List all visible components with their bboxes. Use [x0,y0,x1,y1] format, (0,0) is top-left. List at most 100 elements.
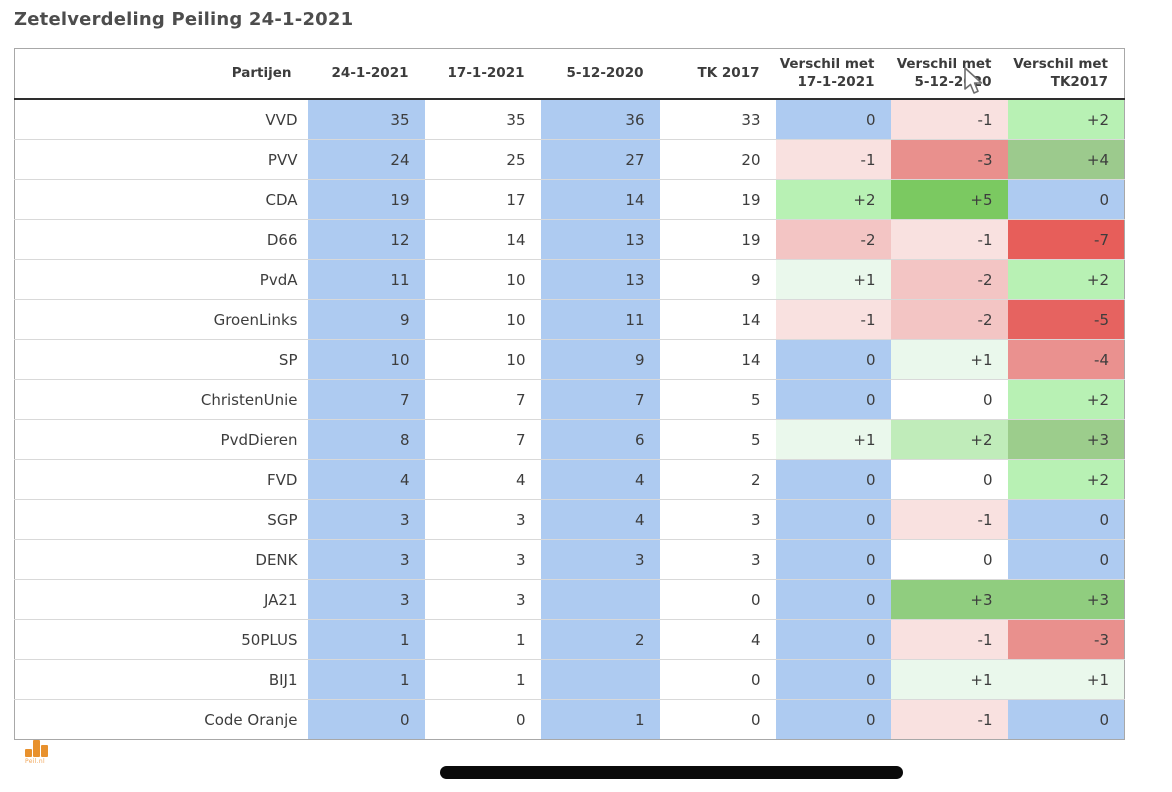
party-cell: PVV [14,139,308,180]
table-row: ChristenUnie 7 7 7 5 0 0 +2 [14,379,1125,420]
party-cell: SP [14,339,308,380]
seat-cell: 3 [307,499,425,540]
party-cell: DENK [14,539,308,580]
table-row: DENK 3 3 3 3 0 0 0 [14,539,1125,580]
seat-cell: 10 [424,299,541,340]
diff-cell: -1 [890,499,1008,540]
seat-cell: 35 [307,99,425,140]
diff-cell: -2 [775,219,891,260]
seat-cell: 14 [424,219,541,260]
table-row: SGP 3 3 4 3 0 -1 0 [14,499,1125,540]
seat-cell: 12 [307,219,425,260]
home-indicator-bar[interactable] [440,766,903,779]
col-header-verschil-5-12-2020: Verschil met 5-12-2020 [890,48,1008,101]
diff-cell: +1 [890,339,1008,380]
seat-cell: 0 [424,699,541,740]
diff-cell: 0 [1007,539,1125,580]
diff-cell: 0 [775,459,891,500]
seat-cell [540,579,660,620]
poll-table-body: VVD 35 35 36 33 0 -1 +2 PVV 24 25 27 20 -1 -3 +4 CDA 19 17… [14,99,1125,740]
diff-cell: 0 [775,699,891,740]
table-row: GroenLinks 9 10 11 14 -1 -2 -5 [14,299,1125,340]
diff-cell: +1 [775,259,891,300]
diff-cell: +2 [775,179,891,220]
diff-cell: -3 [890,139,1008,180]
diff-cell: -4 [1007,339,1125,380]
diff-cell: 0 [775,539,891,580]
col-header-tk-2017: TK 2017 [659,48,776,101]
diff-cell: +3 [1007,579,1125,620]
diff-cell: 0 [1007,699,1125,740]
seat-cell: 4 [540,459,660,500]
diff-cell: -1 [890,699,1008,740]
seat-cell: 5 [659,419,776,460]
col-header-5-12-2020: 5-12-2020 [540,48,660,101]
seat-cell: 17 [424,179,541,220]
diff-cell: 0 [775,379,891,420]
seat-cell: 4 [424,459,541,500]
seat-cell: 7 [424,379,541,420]
party-cell: ChristenUnie [14,379,308,420]
seat-cell: 19 [659,219,776,260]
diff-cell: -3 [1007,619,1125,660]
table-row: FVD 4 4 4 2 0 0 +2 [14,459,1125,500]
seat-cell: 14 [659,299,776,340]
bar-chart-icon [25,740,65,757]
page-title: Zetelverdeling Peiling 24-1-2021 [14,9,354,30]
party-cell: BIJ1 [14,659,308,700]
table-row: 50PLUS 1 1 2 4 0 -1 -3 [14,619,1125,660]
diff-cell: 0 [775,579,891,620]
seat-cell: 4 [540,499,660,540]
seat-cell: 0 [659,699,776,740]
seat-cell: 3 [659,499,776,540]
seat-cell: 1 [307,659,425,700]
col-header-partijen: Partijen [14,48,308,101]
col-header-verschil-17-1-2021: Verschil met 17-1-2021 [775,48,891,101]
seat-cell: 0 [307,699,425,740]
seat-cell [540,659,660,700]
seat-cell: 2 [659,459,776,500]
seat-cell: 13 [540,219,660,260]
seat-cell: 2 [540,619,660,660]
table-row: D66 12 14 13 19 -2 -1 -7 [14,219,1125,260]
diff-cell: 0 [890,379,1008,420]
col-header-verschil-tk2017: Verschil met TK2017 [1007,48,1125,101]
seat-cell: 3 [424,579,541,620]
diff-cell: -2 [890,259,1008,300]
seat-cell: 5 [659,379,776,420]
seat-cell: 3 [540,539,660,580]
diff-cell: -1 [890,99,1008,140]
seat-cell: 25 [424,139,541,180]
seat-cell: 3 [424,539,541,580]
seat-cell: 3 [659,539,776,580]
party-cell: GroenLinks [14,299,308,340]
seat-cell: 0 [659,659,776,700]
diff-cell: -1 [775,139,891,180]
table-row: Code Oranje 0 0 1 0 0 -1 0 [14,699,1125,740]
party-cell: SGP [14,499,308,540]
diff-cell: +2 [1007,259,1125,300]
seat-cell: 3 [307,579,425,620]
seat-cell: 9 [307,299,425,340]
seat-cell: 14 [540,179,660,220]
diff-cell: +3 [890,579,1008,620]
party-cell: FVD [14,459,308,500]
table-row: PvdDieren 8 7 6 5 +1 +2 +3 [14,419,1125,460]
seat-cell: 11 [540,299,660,340]
seat-cell: 10 [307,339,425,380]
seat-cell: 9 [659,259,776,300]
seat-cell: 27 [540,139,660,180]
party-cell: CDA [14,179,308,220]
seat-cell: 24 [307,139,425,180]
peil-logo: Peil.nl [25,740,65,765]
diff-cell: +1 [775,419,891,460]
table-row: CDA 19 17 14 19 +2 +5 0 [14,179,1125,220]
diff-cell: +3 [1007,419,1125,460]
diff-cell: +2 [1007,99,1125,140]
seat-cell: 19 [659,179,776,220]
table-row: BIJ1 1 1 0 0 +1 +1 [14,659,1125,700]
table-row: PVV 24 25 27 20 -1 -3 +4 [14,139,1125,180]
seat-cell: 10 [424,339,541,380]
seat-cell: 0 [659,579,776,620]
seat-cell: 35 [506,110,526,129]
